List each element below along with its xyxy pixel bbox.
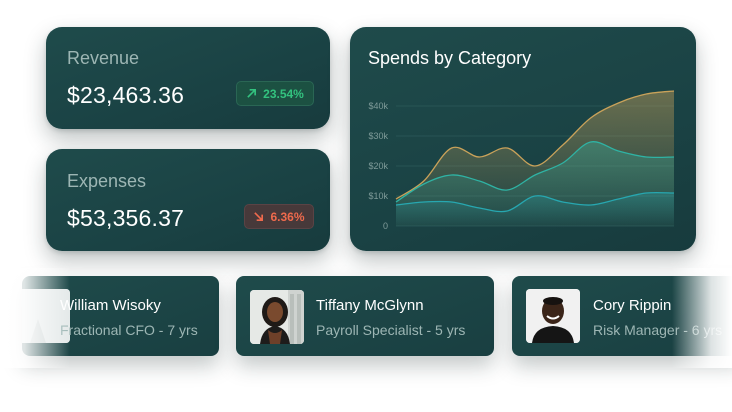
expenses-card: Expenses $53,356.37 6.36% (46, 149, 330, 251)
arrow-down-right-icon (254, 212, 264, 221)
spends-area-chart: $40k $30k $20k $10k 0 (368, 90, 675, 231)
person-name: Tiffany McGlynn (316, 297, 424, 314)
person-role: Fractional CFO - 7 yrs (60, 322, 198, 338)
person-card-william[interactable]: William Wisoky Fractional CFO - 7 yrs (22, 276, 219, 356)
revenue-change-value: 23.54% (263, 86, 304, 101)
series-line-0 (395, 90, 675, 200)
arrow-up-right-icon (247, 89, 257, 98)
revenue-card: Revenue $23,463.36 23.54% (46, 27, 330, 129)
person-name: Cory Rippin (593, 297, 672, 314)
expenses-value: $53,356.37 (67, 205, 185, 231)
avatar-photo (250, 290, 304, 344)
revenue-change-badge: 23.54% (236, 81, 314, 106)
person-name: William Wisoky (60, 297, 161, 314)
person-role: Risk Manager - 6 yrs (593, 322, 723, 338)
avatar (250, 290, 304, 344)
series-area-2 (396, 192, 674, 226)
revenue-label: Revenue (67, 48, 140, 68)
y-tick-label: $40k (368, 101, 388, 111)
revenue-value: $23,463.36 (67, 82, 185, 108)
y-tick-label: $10k (368, 191, 388, 201)
series-line-1 (395, 141, 675, 203)
expenses-change-value: 6.36% (270, 209, 305, 224)
chart-title: Spends by Category (368, 48, 532, 68)
avatar-photo (526, 289, 580, 343)
spends-chart-card: Spends by Category $40k $30k $20k $10k 0 (350, 27, 696, 251)
expenses-label: Expenses (67, 171, 147, 191)
y-tick-label: $30k (368, 131, 388, 141)
y-tick-label: 0 (383, 221, 388, 231)
expenses-change-badge: 6.36% (244, 204, 314, 229)
person-card-tiffany[interactable]: Tiffany McGlynn Payroll Specialist - 5 y… (236, 276, 494, 356)
person-role: Payroll Specialist - 5 yrs (316, 322, 466, 338)
y-tick-label: $20k (368, 161, 388, 171)
avatar (526, 289, 580, 343)
series-line-2 (395, 191, 675, 213)
person-card-cory[interactable]: Cory Rippin Risk Manager - 6 yrs (512, 276, 732, 356)
